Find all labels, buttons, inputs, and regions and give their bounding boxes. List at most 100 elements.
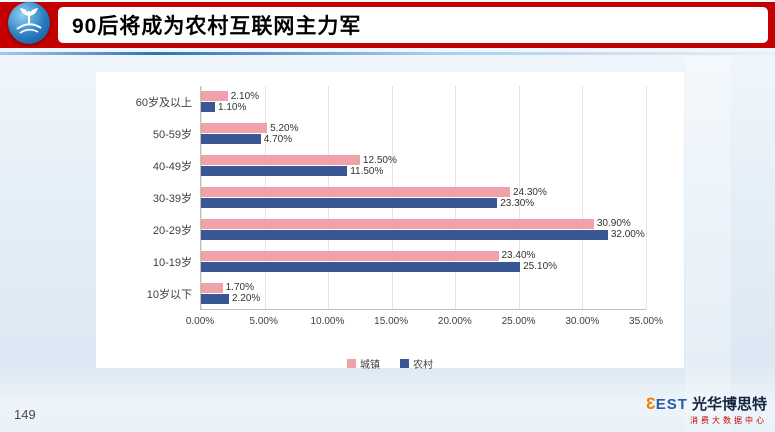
value-label: 12.50%: [362, 154, 397, 166]
bar-line: 2.10%: [201, 90, 646, 102]
bar-line: 4.70%: [201, 133, 646, 145]
brand-rest: EST: [655, 396, 688, 413]
bar-农村: [201, 261, 521, 272]
bar-城镇: [201, 155, 360, 166]
value-label: 25.10%: [523, 261, 558, 273]
bar-line: 25.10%: [201, 261, 646, 273]
bar-农村: [201, 293, 229, 304]
legend-item-rural: 农村: [400, 356, 433, 371]
x-tick-label: 5.00%: [249, 316, 278, 327]
gridlines: [201, 86, 647, 309]
value-label: 23.30%: [500, 197, 535, 209]
globe-sprout-glyph: [16, 8, 42, 34]
bar-line: 11.50%: [201, 165, 646, 177]
x-tick-label: 15.00%: [374, 316, 409, 327]
bar-城镇: [201, 123, 268, 134]
legend-swatch-urban: [347, 359, 356, 368]
value-label: 2.10%: [230, 90, 260, 102]
value-label: 30.90%: [596, 218, 631, 230]
brand-subtitle: 消费大数据中心: [690, 416, 767, 425]
bar-城镇: [201, 282, 223, 293]
value-label: 1.10%: [217, 101, 247, 113]
bar-农村: [201, 198, 498, 208]
value-label: 1.70%: [225, 282, 254, 294]
value-label: 4.70%: [263, 133, 293, 145]
bar-group: 5.20% 4.70%: [201, 118, 646, 150]
bar-line: 23.30%: [201, 197, 646, 209]
x-tick-label: 20.00%: [437, 316, 472, 327]
bar-农村: [201, 166, 348, 177]
bar-group: 12.50% 11.50%: [201, 150, 646, 182]
company-logo-icon: [8, 2, 50, 44]
page-number: 149: [14, 407, 36, 422]
plot-column: 2.10% 1.10% 5.20% 4.70% 12.50% 11.50% 24.30% 23…: [186, 86, 663, 330]
title-bar: 90后将成为农村互联网主力军: [58, 7, 768, 43]
bar-城镇: [201, 250, 499, 261]
value-label: 5.20%: [270, 122, 299, 134]
brand-name: 光华博思特: [691, 396, 767, 413]
category-label: 60岁及以上: [135, 97, 192, 109]
background-skyline-band: [0, 362, 775, 432]
plot-area: 2.10% 1.10% 5.20% 4.70% 12.50% 11.50% 24.30% 23…: [200, 86, 647, 310]
bar-line: 24.30%: [201, 186, 646, 198]
x-axis: 0.00% 5.00% 10.00% 15.00% 20.00% 25.00% 30.00%…: [186, 310, 663, 330]
bar-line: 5.20%: [201, 122, 646, 134]
bar-group: 1.70% 2.20%: [201, 277, 646, 309]
bar-line: 30.90%: [201, 218, 646, 230]
category-labels: 60岁及以上 50-59岁 40-49岁 30-39岁 20-29岁 10-19岁 10岁以…: [96, 86, 200, 330]
legend-swatch-rural: [400, 359, 409, 368]
value-label: 32.00%: [610, 229, 645, 241]
bar-group: 2.10% 1.10%: [201, 86, 646, 118]
gridline: [646, 86, 647, 309]
bar-line: 32.00%: [201, 229, 646, 241]
legend-label-urban: 城镇: [360, 360, 380, 371]
value-label: 11.50%: [350, 165, 384, 177]
gridline: [201, 86, 202, 309]
brand-mark: 3: [646, 394, 656, 413]
category-label: 30-39岁: [152, 193, 192, 205]
bar-农村: [201, 229, 608, 240]
chart-panel: 60岁及以上 50-59岁 40-49岁 30-39岁 20-29岁 10-19岁 10岁以…: [96, 72, 684, 371]
bar-农村: [201, 134, 261, 145]
category-label: 20-29岁: [152, 225, 192, 237]
value-label: 24.30%: [512, 186, 547, 198]
bar-农村: [201, 102, 215, 113]
gridline: [391, 86, 393, 309]
chart-legend: 城镇 农村: [96, 356, 684, 371]
category-label: 10岁以下: [146, 289, 192, 301]
category-label: 10-19岁: [152, 257, 192, 269]
chart-body: 60岁及以上 50-59岁 40-49岁 30-39岁 20-29岁 10-19岁 10岁以…: [96, 72, 684, 330]
x-tick-label: 25.00%: [501, 316, 536, 327]
chart-rows: 2.10% 1.10% 5.20% 4.70% 12.50% 11.50% 24.30% 23…: [201, 86, 646, 309]
legend-label-rural: 农村: [413, 360, 433, 371]
bar-城镇: [201, 91, 228, 102]
page-title: 90后将成为农村互联网主力军: [72, 15, 362, 38]
bar-城镇: [201, 218, 594, 229]
bar-城镇: [201, 187, 510, 197]
category-label: 50-59岁: [152, 129, 192, 141]
bar-line: 1.70%: [201, 282, 646, 294]
bar-group: 23.40% 25.10%: [201, 245, 646, 277]
x-tick-label: 10.00%: [310, 316, 345, 327]
gridline: [582, 86, 584, 309]
bar-line: 1.10%: [201, 101, 646, 113]
slide-header: 90后将成为农村互联网主力军: [0, 2, 775, 48]
header-divider: [0, 52, 775, 55]
bar-line: 2.20%: [201, 293, 646, 305]
footer-brand: 3 EST 光华博思特 消费大数据中心: [646, 393, 767, 426]
gridline: [455, 86, 457, 309]
brand-line: 3 EST 光华博思特: [646, 393, 767, 414]
bar-group: 30.90% 32.00%: [201, 213, 646, 245]
x-tick-label: 30.00%: [565, 316, 600, 327]
gridline: [328, 86, 330, 309]
value-label: 2.20%: [231, 293, 261, 305]
bar-line: 23.40%: [201, 250, 646, 262]
gridline: [518, 86, 520, 309]
bar-group: 24.30% 23.30%: [201, 182, 646, 214]
legend-item-urban: 城镇: [347, 356, 380, 371]
value-label: 23.40%: [501, 250, 536, 262]
category-label: 40-49岁: [152, 161, 192, 173]
bar-line: 12.50%: [201, 154, 646, 166]
x-tick-label: 0.00%: [185, 316, 215, 327]
